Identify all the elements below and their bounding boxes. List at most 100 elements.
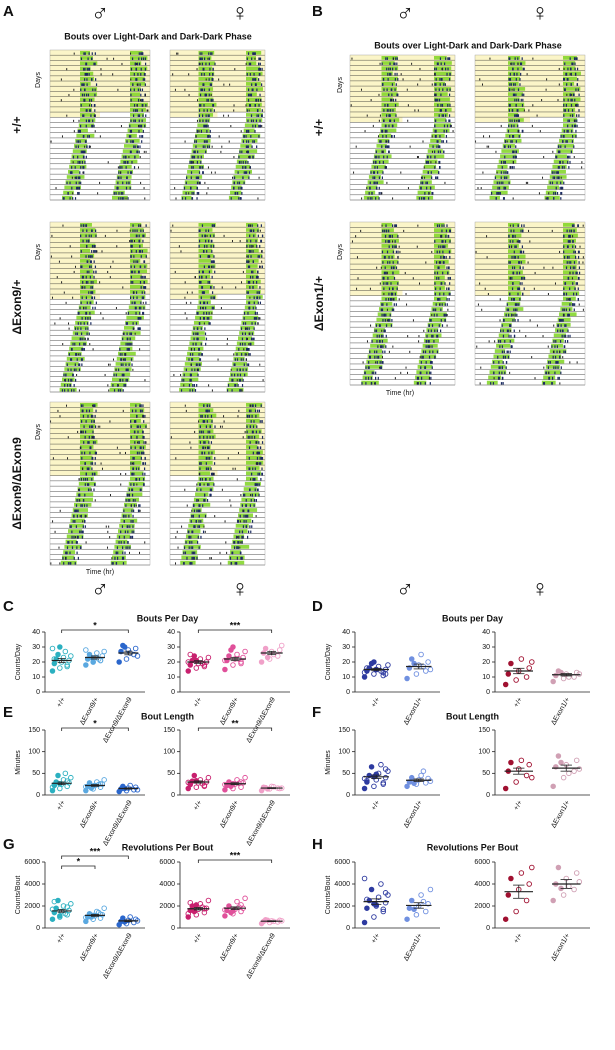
activity-tick	[131, 493, 134, 497]
activity-tick	[198, 229, 200, 233]
activity-tick	[252, 140, 254, 143]
activity-tick	[569, 93, 571, 97]
activity	[427, 149, 443, 153]
activity-tick	[567, 245, 569, 249]
activity	[130, 87, 141, 91]
activity-tick	[83, 135, 85, 138]
activity-tick	[202, 307, 204, 310]
activity-tick	[54, 530, 56, 533]
data-point	[51, 656, 58, 662]
activity	[118, 169, 134, 174]
activity-tick	[257, 488, 259, 492]
activity-tick	[137, 166, 139, 169]
panel-label: E	[3, 704, 13, 721]
activity-tick	[91, 78, 93, 81]
activity-tick	[205, 140, 207, 143]
activity-tick	[435, 88, 437, 91]
activity-tick	[120, 530, 122, 534]
activity-tick	[484, 287, 486, 290]
activity-tick	[505, 366, 507, 369]
activity-tick	[145, 150, 147, 153]
activity	[80, 429, 94, 434]
activity-tick	[563, 166, 565, 169]
activity-tick	[210, 493, 212, 497]
activity-tick	[126, 368, 128, 372]
activity-tick	[379, 140, 381, 143]
activity-tick	[375, 361, 377, 364]
activity-tick	[74, 520, 76, 523]
y-tick-label: 40	[32, 629, 40, 636]
activity-tick	[504, 176, 506, 180]
activity-tick	[237, 451, 239, 455]
activity	[434, 61, 452, 65]
activity-tick	[392, 345, 394, 348]
activity-tick	[196, 368, 198, 371]
activity-tick	[571, 140, 574, 143]
activity-tick	[139, 224, 141, 227]
activity	[80, 259, 91, 263]
activity-tick	[449, 229, 451, 233]
activity	[68, 529, 83, 533]
activity-tick	[213, 296, 216, 300]
activity-tick	[208, 265, 211, 269]
activity-tick	[395, 303, 397, 306]
activity	[80, 56, 93, 60]
activity-tick	[252, 119, 254, 123]
activity-tick	[144, 472, 146, 476]
activity-tick	[208, 451, 210, 455]
activity-tick	[582, 224, 584, 227]
activity-tick	[417, 109, 419, 112]
activity-tick	[65, 551, 67, 555]
activity-tick	[500, 176, 502, 180]
activity-tick	[403, 229, 405, 232]
activity-tick	[505, 171, 507, 174]
activity-tick	[107, 161, 109, 164]
activity-tick	[208, 62, 210, 66]
activity-tick	[528, 229, 530, 232]
activity	[130, 238, 142, 243]
activity-tick	[567, 340, 569, 343]
activity	[548, 180, 564, 184]
activity	[198, 295, 216, 299]
activity-tick	[388, 255, 390, 259]
activity-tick	[499, 345, 501, 348]
activity-tick	[198, 270, 200, 274]
activity	[76, 315, 92, 320]
activity-tick	[138, 239, 141, 243]
activity-tick	[91, 477, 93, 481]
activity-tick	[132, 140, 135, 143]
activity-tick	[419, 371, 421, 375]
activity-tick	[141, 409, 143, 413]
activity-tick	[560, 181, 562, 185]
activity-tick	[135, 234, 137, 238]
activity-tick	[245, 104, 247, 107]
data-point	[364, 665, 370, 671]
activity-tick	[136, 414, 138, 418]
activity-tick	[420, 186, 422, 190]
activity-tick	[518, 240, 521, 243]
activity-tick	[134, 446, 136, 450]
activity-tick	[122, 409, 124, 412]
activity-tick	[260, 404, 262, 407]
data-point	[201, 662, 208, 668]
activity-tick	[503, 197, 505, 200]
activity-tick	[91, 296, 94, 300]
activity-tick	[93, 488, 95, 492]
activity-tick	[210, 414, 213, 418]
activity-tick	[250, 255, 252, 258]
activity-tick	[395, 266, 398, 270]
axis-label: Days	[35, 72, 42, 88]
activity-tick	[131, 409, 134, 413]
activity	[381, 265, 397, 269]
activity	[556, 322, 571, 327]
activity-tick	[514, 303, 516, 306]
activity-tick	[108, 363, 110, 366]
activity-tick	[143, 187, 145, 190]
activity-tick	[374, 155, 376, 159]
activity-tick	[504, 186, 507, 190]
activity-tick	[249, 234, 251, 238]
activity-tick	[203, 420, 206, 423]
activity-tick	[202, 83, 204, 86]
activity-tick	[389, 261, 391, 264]
activity-tick	[418, 340, 420, 343]
